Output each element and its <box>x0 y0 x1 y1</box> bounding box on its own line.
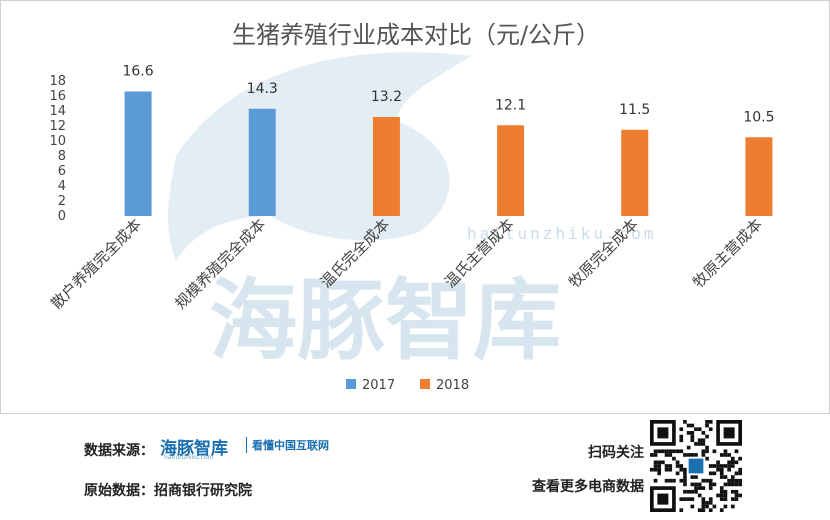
chart-svg: 海豚智库 haitunzhiku.com 生猪养殖行业成本对比（元/公斤） 02… <box>47 21 774 393</box>
data-label: 13.2 <box>371 89 402 105</box>
y-tick-label: 18 <box>49 74 66 89</box>
bar <box>372 117 400 216</box>
qr-code-icon[interactable] <box>650 420 742 512</box>
brand-tagline: 看懂中国互联网 <box>252 439 329 452</box>
data-label: 12.1 <box>495 97 526 113</box>
source-label: 数据来源： <box>84 443 154 459</box>
watermark: 海豚智库 haitunzhiku.com <box>168 52 657 372</box>
y-tick-label: 12 <box>49 119 66 134</box>
legend-label: 2018 <box>436 378 469 393</box>
brand-divider <box>246 437 247 453</box>
y-tick-label: 0 <box>58 209 66 224</box>
bars-group <box>124 91 773 216</box>
bar <box>621 129 649 216</box>
data-labels-group: 16.6 14.3 13.2 12.1 11.5 10.5 <box>122 64 774 126</box>
y-tick-label: 16 <box>49 89 66 104</box>
legend: 2017 2018 <box>346 378 469 393</box>
data-label: 10.5 <box>743 109 774 125</box>
y-tick-label: 14 <box>49 104 66 119</box>
original-data-label: 原始数据：招商银行研究院 <box>84 483 252 499</box>
legend-swatch <box>346 379 356 389</box>
brand-url: haitunzhiku.com <box>164 454 214 461</box>
watermark-url: haitunzhiku.com <box>467 224 657 243</box>
brand-name: 海豚智库 <box>160 439 228 459</box>
data-label: 11.5 <box>619 102 650 118</box>
footer: 数据来源： 海豚智库 haitunzhiku.com 看懂中国互联网 原始数据：… <box>0 414 830 520</box>
chart-title: 生猪养殖行业成本对比（元/公斤） <box>232 21 600 49</box>
x-category-label: 牧原主营成本 <box>689 215 765 291</box>
brand-logo: 海豚智库 haitunzhiku.com 看懂中国互联网 <box>160 434 360 464</box>
y-tick-label: 10 <box>49 134 66 149</box>
x-category-label: 散户养殖完全成本 <box>47 215 145 313</box>
y-tick-label: 4 <box>58 179 66 194</box>
dolphin-logo-icon <box>168 52 472 261</box>
y-tick-label: 6 <box>58 164 66 179</box>
legend-swatch <box>420 379 430 389</box>
data-label: 16.6 <box>122 64 153 80</box>
more-data-label: 查看更多电商数据 <box>532 479 644 495</box>
bar <box>745 137 773 216</box>
bar <box>497 125 525 216</box>
watermark-text: 海豚智库 <box>209 269 561 372</box>
bar <box>124 91 152 216</box>
data-label: 14.3 <box>247 81 278 97</box>
bar <box>248 108 276 216</box>
y-tick-label: 2 <box>58 194 66 209</box>
legend-label: 2017 <box>362 378 395 393</box>
scan-follow-label: 扫码关注 <box>588 445 644 461</box>
y-tick-label: 8 <box>58 149 66 164</box>
